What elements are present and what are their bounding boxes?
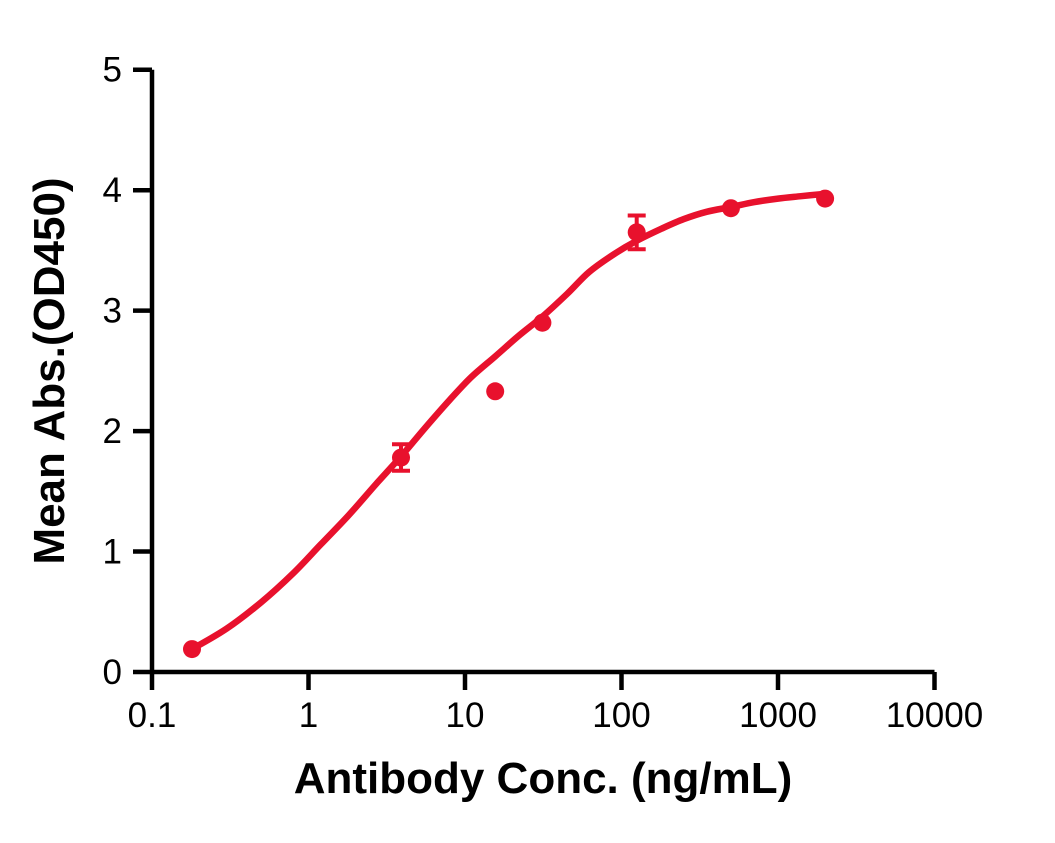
x-tick-label: 10000 [886,696,983,735]
y-tick-label: 1 [103,533,122,572]
x-axis-title: Antibody Conc. (ng/mL) [294,754,793,803]
x-tick-label: 10 [446,696,485,735]
axes-layer: 0.1 1 10 100 1000 10000 0 1 2 3 4 5 [103,51,984,735]
x-tick-label: 0.1 [128,696,177,735]
axis-spine [149,69,935,675]
data-point [721,199,740,218]
y-tick-label: 4 [103,171,122,210]
x-tick-label: 100 [592,696,650,735]
y-tick-label: 5 [103,51,122,90]
y-tick-label: 3 [103,292,122,331]
y-tick-label: 0 [103,653,122,692]
data-point [627,223,646,242]
y-tick-label: 2 [103,412,122,451]
data-point [183,640,201,659]
data-point [392,448,410,467]
series-layer [183,189,835,659]
y-axis-title: Mean Abs.(OD450) [25,177,74,564]
x-tick-label: 1000 [739,696,817,735]
data-point [816,189,835,208]
x-tick-label: 1 [299,696,318,735]
fit-curve [188,190,829,653]
data-point [533,313,552,332]
data-point [486,382,505,401]
